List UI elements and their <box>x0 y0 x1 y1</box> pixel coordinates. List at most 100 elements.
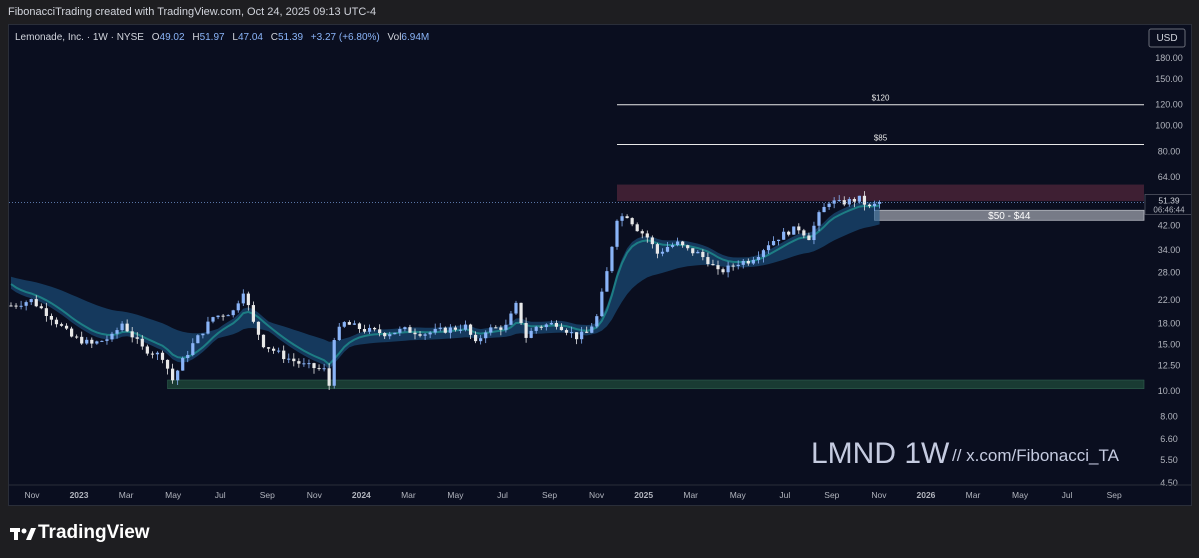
last-price-value: 51.39 <box>1158 195 1180 205</box>
candle-body <box>160 352 165 360</box>
candle-body <box>24 302 28 306</box>
candle-body <box>105 339 109 341</box>
time-tick-label: Mar <box>119 490 134 500</box>
candle-body <box>842 200 846 205</box>
candle-body <box>317 368 321 370</box>
price-tick-label: 22.00 <box>1158 295 1181 305</box>
time-axis[interactable]: Nov 2023 Mar May Jul Sep Nov 2024 Mar May Jul Sep No… <box>24 490 1122 500</box>
target-zone-label: $50 - $44 <box>988 211 1031 222</box>
candle-body <box>418 334 422 336</box>
target-line-label: $120 <box>872 94 890 103</box>
time-tick-label: Mar <box>683 490 698 500</box>
candle-body <box>196 335 200 344</box>
price-chart[interactable]: $50 - $44 $120 $85 Lemonade, Inc. · 1W · … <box>9 25 1192 506</box>
candle-body <box>130 331 134 338</box>
time-tick-label: 2023 <box>70 490 89 500</box>
currency-button[interactable] <box>1148 28 1186 48</box>
price-tick-label: 80.00 <box>1158 146 1181 156</box>
candle-body <box>85 339 89 344</box>
candle-body <box>408 327 412 333</box>
candle-body <box>181 358 185 371</box>
candle-body <box>529 330 533 338</box>
candle-body <box>504 324 508 330</box>
time-tick-label: Sep <box>260 490 275 500</box>
legend-low-value: 47.04 <box>238 32 263 43</box>
candle-body <box>312 363 316 369</box>
candle-body <box>201 333 205 336</box>
candle-body <box>332 339 336 386</box>
price-tick-label: 4.50 <box>1160 478 1178 488</box>
candle-body <box>509 313 513 325</box>
time-tick-label: Jul <box>1062 490 1073 500</box>
candle-body <box>610 246 614 272</box>
candle-body <box>307 363 311 365</box>
time-tick-label: Nov <box>307 490 323 500</box>
candle-body <box>746 260 750 264</box>
candle-body <box>383 333 387 337</box>
price-tick-label: 100.00 <box>1155 121 1183 131</box>
candle-body <box>115 330 119 334</box>
candle-body <box>80 336 84 344</box>
candle-body <box>378 329 382 334</box>
watermark-handle: // x.com/Fibonacci_TA <box>952 446 1120 465</box>
candle-body <box>357 323 362 329</box>
candle-body <box>878 201 882 204</box>
candle-body <box>186 354 190 359</box>
tradingview-brand: TradingView <box>38 522 150 543</box>
last-price-tag <box>1144 194 1191 215</box>
candle-body <box>524 322 528 338</box>
legend-symbol: Lemonade, Inc. · 1W · NYSE <box>15 32 144 43</box>
candle-body <box>620 216 624 221</box>
candle-body <box>554 322 558 327</box>
candle-body <box>403 327 407 330</box>
candle-body <box>388 334 392 337</box>
time-tick-label: Jul <box>497 490 508 500</box>
candle-body <box>211 317 215 322</box>
candle-body <box>585 331 589 333</box>
time-tick-label: Sep <box>542 490 557 500</box>
candle-body <box>676 241 680 246</box>
legend-close-label: C <box>271 32 278 43</box>
candle-body <box>241 293 245 304</box>
candle-body <box>90 339 94 344</box>
candle-body <box>797 226 801 231</box>
price-tick-label: 150.00 <box>1155 74 1183 84</box>
candle-body <box>282 350 286 360</box>
candle-body <box>49 315 53 320</box>
candle-body <box>251 305 255 322</box>
candle-body <box>468 324 473 335</box>
candle-body <box>716 265 720 270</box>
price-tick-label: 34.00 <box>1158 245 1181 255</box>
candle-body <box>373 327 377 330</box>
candle-body <box>847 199 851 205</box>
candle-body <box>70 328 74 337</box>
time-tick-label: Nov <box>589 490 605 500</box>
candle-body <box>726 265 730 273</box>
candle-body <box>19 305 23 307</box>
attribution-bar: FibonacciTrading created with TradingVie… <box>0 0 1199 24</box>
candle-body <box>787 231 791 235</box>
candle-body <box>155 352 160 355</box>
candle-body <box>595 316 599 327</box>
candle-body <box>277 350 281 352</box>
legend-high-value: 51.97 <box>200 32 225 43</box>
time-tick-label: 2026 <box>916 490 935 500</box>
candle-body <box>367 327 372 332</box>
chart-panel[interactable]: $50 - $44 $120 $85 Lemonade, Inc. · 1W · … <box>8 24 1192 506</box>
candle-body <box>777 239 781 242</box>
price-tick-label: 28.00 <box>1158 267 1181 277</box>
candle-body <box>827 203 831 207</box>
candle-body <box>433 328 437 333</box>
legend-change: +3.27 (+6.80%) <box>311 32 380 43</box>
candle-body <box>484 332 488 339</box>
candle-body <box>862 195 867 205</box>
watermark-ticker: LMND 1W <box>811 437 950 470</box>
candle-body <box>458 329 463 331</box>
price-axis[interactable]: 180.00 150.00 120.00 100.00 80.00 64.00 42.00 3… <box>1144 53 1192 488</box>
target-lines-layer: $120 $85 <box>9 94 1144 203</box>
candle-body <box>216 315 220 318</box>
candle-body <box>287 358 291 360</box>
candle-body <box>54 319 59 325</box>
candle-body <box>165 359 170 369</box>
candle-body <box>125 323 129 332</box>
